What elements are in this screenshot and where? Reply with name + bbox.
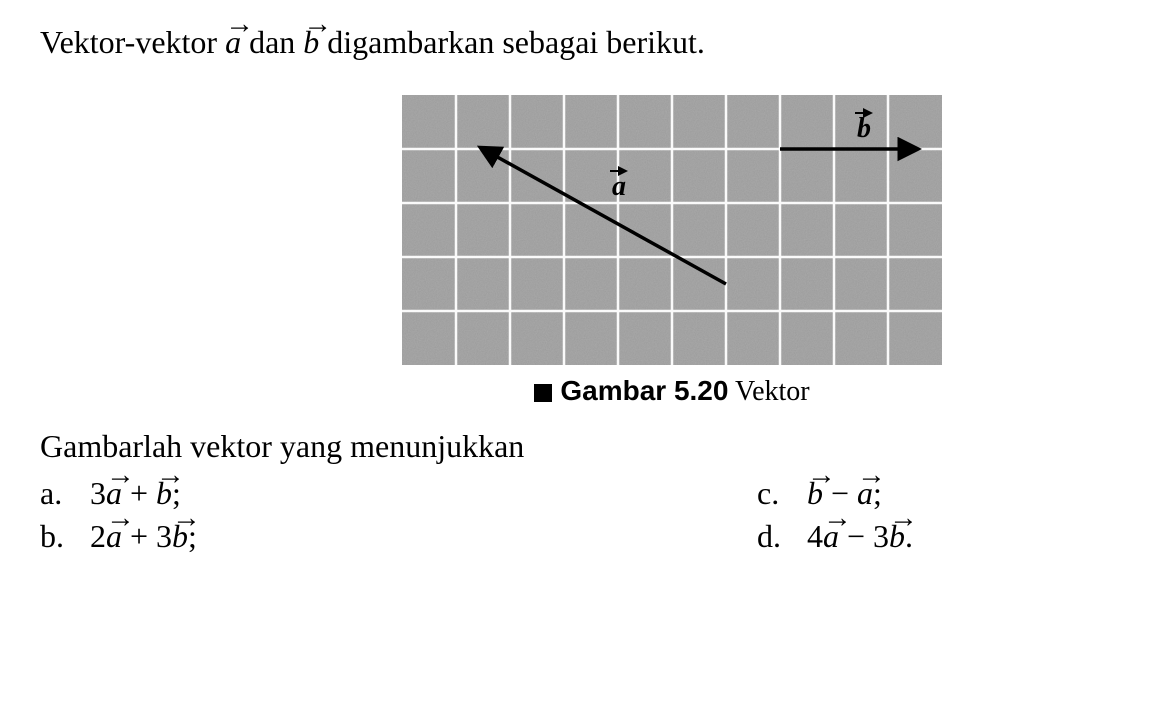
option-d: d. 4a − 3b. — [757, 518, 1124, 555]
option-a-expr: 3a + b; — [90, 475, 181, 512]
intro-start: Vektor-vektor — [40, 24, 225, 60]
option-b-label: b. — [40, 518, 90, 555]
option-d-label: d. — [757, 518, 807, 555]
option-a: a. 3a + b; — [40, 475, 407, 512]
caption-text: Vektor — [728, 376, 809, 407]
opt-b-v2: b — [172, 518, 188, 555]
option-d-expr: 4a − 3b. — [807, 518, 913, 555]
options-grid: a. 3a + b; c. b − a; b. 2a + 3b; d. 4a −… — [40, 475, 1124, 555]
opt-b-v1: a — [106, 518, 122, 555]
vector-b-symbol: b — [303, 20, 319, 65]
svg-text:a: a — [612, 171, 626, 202]
caption-label: Gambar 5.20 — [560, 375, 728, 406]
opt-c-v2: a — [857, 475, 873, 512]
question-text: Vektor-vektor a dan b digambarkan sebaga… — [40, 20, 1124, 65]
vector-diagram: ab — [402, 95, 942, 365]
opt-d-v2: b — [889, 518, 905, 555]
figure-caption: Gambar 5.20 Vektor — [534, 375, 809, 408]
figure-container: ab Gambar 5.20 Vektor — [40, 95, 1124, 408]
opt-b-prefix: 2 — [90, 518, 106, 554]
option-c: c. b − a; — [757, 475, 1124, 512]
option-c-label: c. — [757, 475, 807, 512]
intro-end: digambarkan sebagai berikut. — [319, 24, 705, 60]
opt-d-prefix: 4 — [807, 518, 823, 554]
opt-c-v1: b — [807, 475, 823, 512]
instruction-text: Gambarlah vektor yang menunjukkan — [40, 428, 1124, 465]
opt-a-v2: b — [156, 475, 172, 512]
option-b: b. 2a + 3b; — [40, 518, 407, 555]
opt-d-v1: a — [823, 518, 839, 555]
caption-square-icon — [534, 384, 552, 402]
vector-a-symbol: a — [225, 20, 241, 65]
opt-a-prefix: 3 — [90, 475, 106, 511]
option-a-label: a. — [40, 475, 90, 512]
svg-text:b: b — [857, 113, 871, 144]
option-b-expr: 2a + 3b; — [90, 518, 197, 555]
